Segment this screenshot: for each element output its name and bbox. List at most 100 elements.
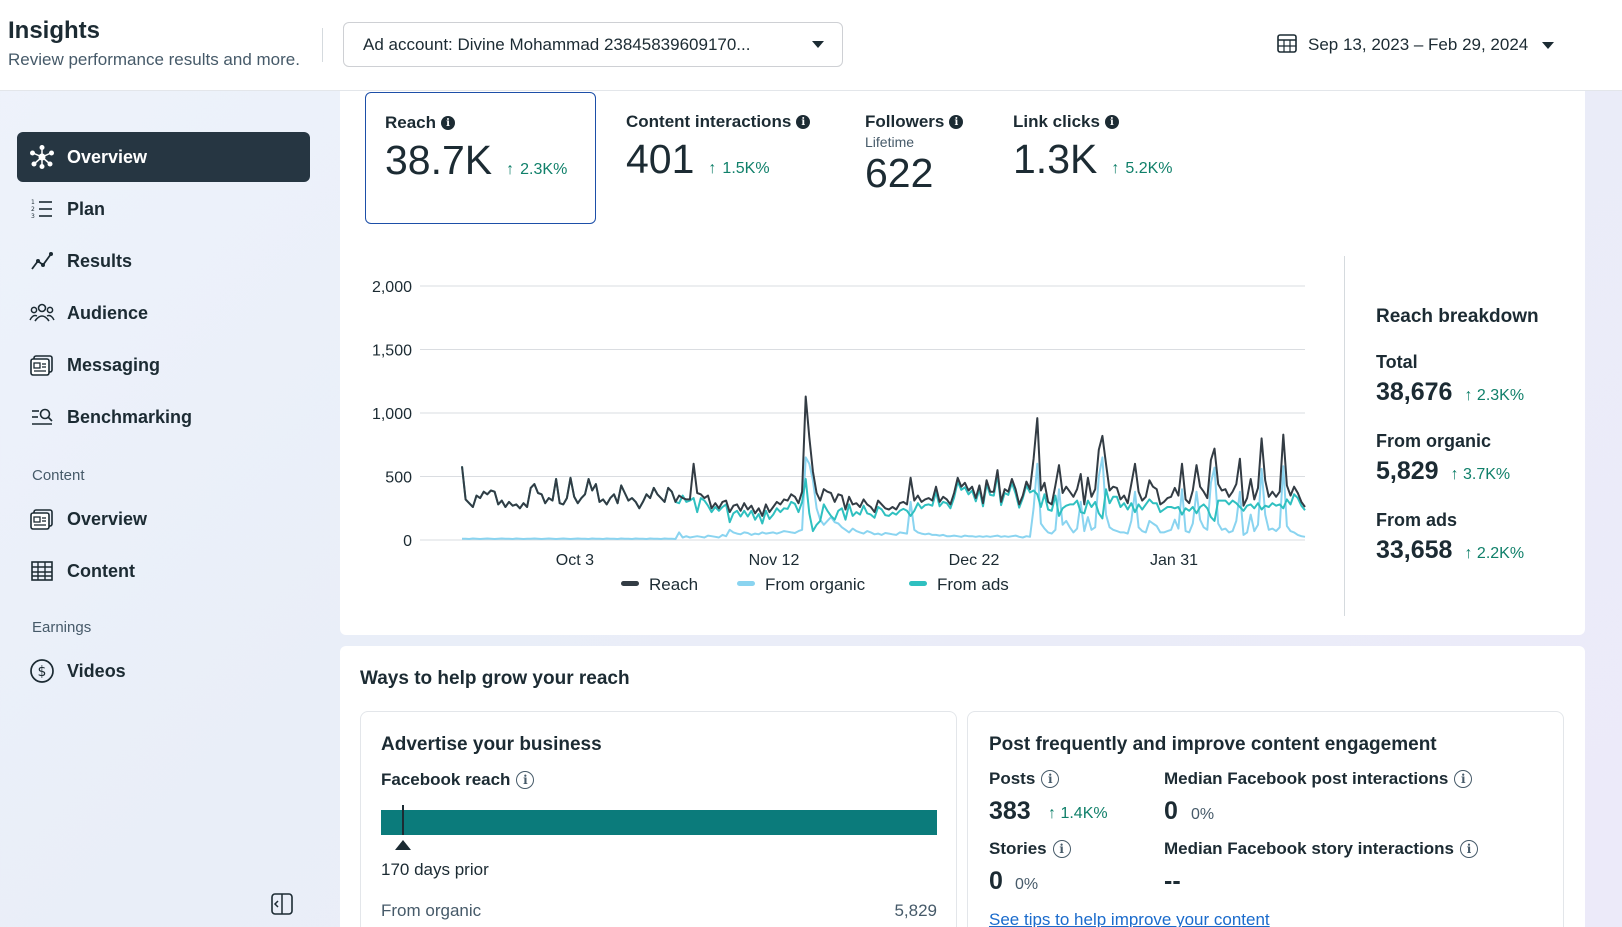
info-icon[interactable]: i	[1454, 770, 1473, 788]
sidebar-item-audience[interactable]: Audience	[17, 288, 310, 338]
x-tick-label: Dec 22	[949, 552, 1000, 569]
y-tick-label: 1,000	[372, 406, 412, 423]
page-title: Insights	[8, 17, 101, 44]
tips-link[interactable]: See tips to help improve your content	[989, 910, 1270, 927]
page-subtitle: Review performance results and more.	[8, 50, 300, 69]
engagement-card	[967, 711, 1564, 927]
sidebar-item-content-overview[interactable]: Overview	[17, 494, 310, 544]
chevron-down-icon	[1542, 41, 1555, 49]
metric-value: 401	[626, 136, 695, 182]
arrow-up-icon: ↑	[1464, 387, 1477, 404]
organic-value: 5,829	[894, 901, 937, 920]
svg-text:$: $	[38, 664, 47, 680]
info-icon[interactable]: i	[516, 771, 535, 789]
metric-change-text: 2.3K%	[520, 161, 568, 178]
metric-card-link-clicks[interactable]: Link clicks i 1.3K ↑ 5.2K%	[994, 92, 1224, 224]
x-tick-label: Nov 12	[749, 552, 800, 569]
date-range-picker[interactable]: Sep 13, 2023 – Feb 29, 2024	[1276, 30, 1555, 60]
legend-label: From organic	[765, 575, 866, 594]
y-tick-label: 1,500	[372, 343, 412, 360]
metric-subtitle: Lifetime	[865, 134, 915, 150]
audience-people-icon	[29, 300, 55, 326]
content-overview-icon	[29, 506, 55, 532]
engagement-title: Post frequently and improve content enga…	[989, 734, 1437, 755]
facebook-reach-label: Facebook reach i	[381, 770, 535, 790]
sidebar-item-label: Results	[67, 250, 133, 271]
stories-value: 0	[989, 867, 1003, 895]
sidebar-item-label: Content	[67, 560, 135, 581]
arrow-up-icon: ↑	[506, 161, 515, 178]
sidebar-item-overview[interactable]: Overview	[17, 132, 310, 182]
x-tick-label: Jan 31	[1150, 552, 1198, 569]
messaging-icon	[29, 352, 55, 378]
reach-line-chart: 0 500 1,000 1,500 2,000 Oct 3 Nov 12 Dec 22 Jan …	[372, 279, 1306, 594]
ad-account-dropdown[interactable]: Ad account: Divine Mohammad 238458396091…	[343, 22, 843, 67]
legend-label: From ads	[937, 575, 1009, 594]
benchmarking-icon	[29, 404, 55, 430]
posts-label-text: Posts	[989, 769, 1036, 788]
series-line-reach	[461, 395, 1306, 517]
breakdown-change: ↑ 2.3K%	[1464, 387, 1524, 405]
results-trend-icon	[29, 248, 55, 274]
metric-change-text: 1.5K%	[722, 160, 770, 177]
sidebar-item-label: Benchmarking	[67, 406, 193, 427]
metric-value: 622	[865, 150, 934, 196]
breakdown-change: ↑ 3.7K%	[1451, 466, 1511, 484]
metric-card-reach[interactable]: Reach i 38.7K ↑ 2.3K%	[365, 92, 596, 224]
median-story-value: --	[1164, 867, 1181, 895]
info-icon[interactable]: i	[1041, 770, 1060, 788]
legend-label: Reach	[649, 575, 698, 594]
info-icon[interactable]: i	[1460, 840, 1479, 858]
dollar-circle-icon: $	[29, 658, 55, 684]
breakdown-label: From ads	[1376, 510, 1458, 530]
info-icon[interactable]: i	[1052, 840, 1071, 858]
metric-change: ↑ 1.5K%	[708, 160, 769, 178]
y-tick-label: 2,000	[372, 279, 412, 296]
sidebar-item-results[interactable]: Results	[17, 236, 310, 286]
sidebar-item-videos[interactable]: $ Videos	[17, 646, 310, 696]
stories-label-text: Stories	[989, 839, 1047, 858]
svg-text:2: 2	[31, 206, 35, 213]
chevron-down-icon	[812, 41, 824, 48]
metric-value: 38.7K	[385, 137, 493, 183]
advertise-title: Advertise your business	[381, 734, 602, 755]
posts-label: Posts i	[989, 769, 1060, 789]
metric-change: ↑ 2.3K%	[506, 161, 567, 179]
metric-title: Followers	[865, 112, 945, 131]
organic-label: From organic	[381, 901, 482, 920]
svg-text:1: 1	[31, 199, 35, 206]
date-range-label: Sep 13, 2023 – Feb 29, 2024	[1308, 35, 1529, 54]
median-post-label: Median Facebook post interactions i	[1164, 769, 1473, 789]
reach-breakdown: Reach breakdown Total 38,676 ↑ 2.3K% Fro…	[1344, 256, 1584, 616]
posts-change-text: 1.4K%	[1060, 805, 1108, 822]
metric-title: Content interactions	[626, 112, 792, 131]
breakdown-label: Total	[1376, 352, 1418, 372]
metric-card-followers[interactable]: Followers i Lifetime 622	[846, 92, 986, 224]
legend-swatch	[621, 581, 639, 586]
arrow-up-icon: ↑	[1111, 160, 1120, 177]
breakdown-change-text: 2.3K%	[1476, 387, 1525, 404]
info-icon[interactable]: i	[796, 115, 811, 129]
metric-card-content-interactions[interactable]: Content interactions i 401 ↑ 1.5K%	[607, 92, 827, 224]
info-icon[interactable]: i	[949, 115, 964, 129]
overview-icon	[29, 144, 55, 170]
arrow-up-icon: ↑	[1450, 466, 1464, 483]
median-post-change: 0%	[1191, 806, 1215, 823]
legend-swatch	[737, 581, 755, 586]
info-icon[interactable]: i	[1104, 115, 1119, 129]
sidebar-item-content[interactable]: Content	[17, 546, 310, 596]
sidebar-item-benchmarking[interactable]: Benchmarking	[17, 392, 310, 442]
stories-label: Stories i	[989, 839, 1071, 859]
metric-value: 1.3K	[1013, 136, 1098, 182]
info-icon[interactable]: i	[441, 116, 456, 130]
y-tick-label: 0	[403, 533, 412, 550]
collapse-sidebar-icon[interactable]	[270, 892, 294, 921]
sidebar-item-messaging[interactable]: Messaging	[17, 340, 310, 390]
top-header: Insights Review performance results and …	[0, 0, 1622, 91]
metric-change: ↑ 5.2K%	[1111, 160, 1172, 178]
breakdown-change: ↑ 2.2K%	[1464, 545, 1524, 563]
sidebar-item-label: Plan	[67, 198, 106, 219]
reach-progress-bar	[381, 810, 937, 835]
posts-value: 383	[989, 797, 1031, 825]
